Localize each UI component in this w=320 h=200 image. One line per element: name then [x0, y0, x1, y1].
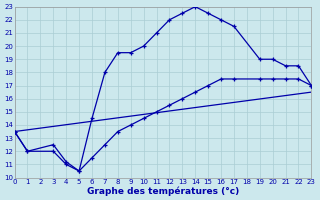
X-axis label: Graphe des températures (°c): Graphe des températures (°c) — [87, 186, 239, 196]
